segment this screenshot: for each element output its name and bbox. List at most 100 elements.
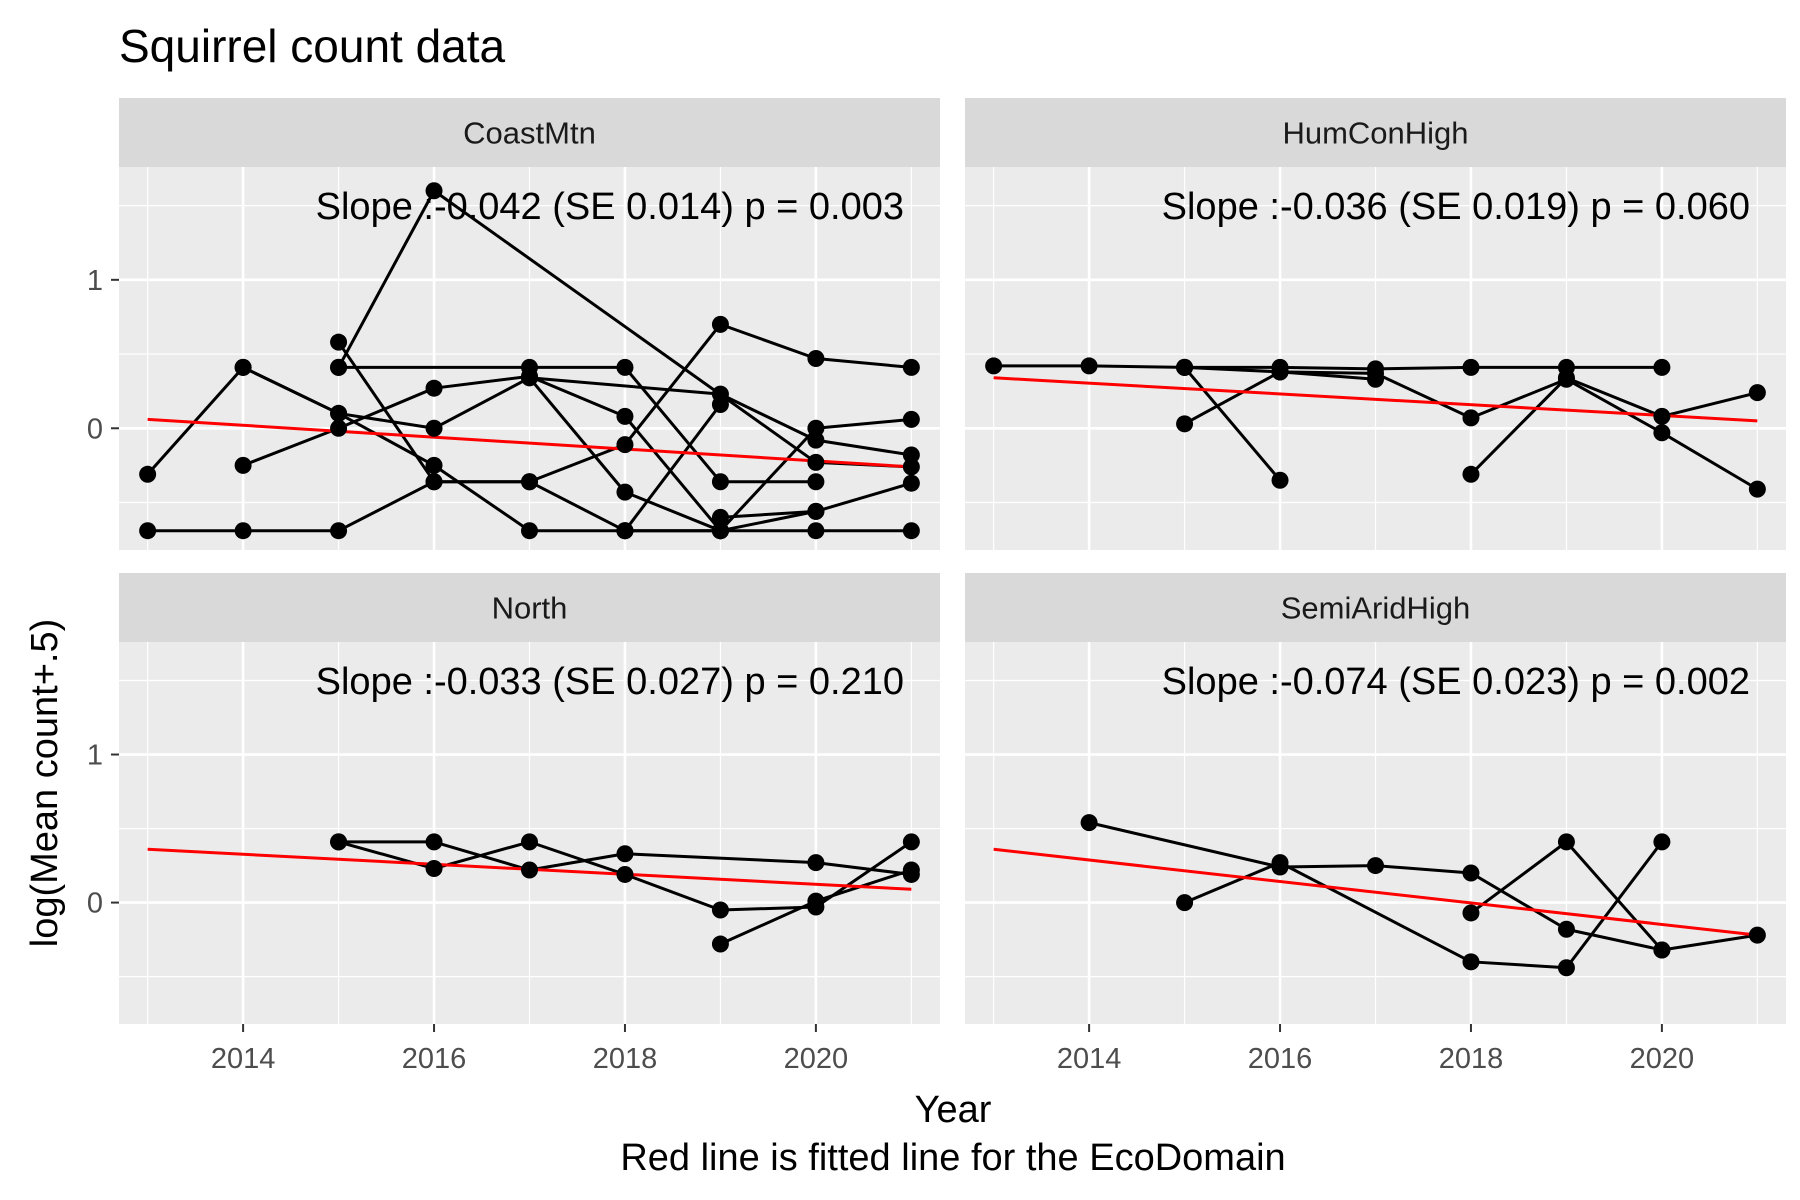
facet-panel-SemiAridHigh: SemiAridHigh Slope :-0.074 (SE 0.023) p =… — [965, 573, 1786, 1075]
data-point — [902, 522, 920, 540]
slope-annotation: Slope :-0.042 (SE 0.014) p = 0.003 — [316, 186, 904, 228]
strip-label: North — [492, 591, 568, 626]
data-point — [616, 358, 634, 376]
facet-panel-CoastMtn: CoastMtn Slope :-0.042 (SE 0.014) p = 0.0… — [87, 98, 940, 550]
series-line — [623, 403, 722, 532]
x-tick-label: 2016 — [402, 1043, 467, 1075]
data-point — [711, 396, 729, 414]
slope-annotation: Slope :-0.033 (SE 0.027) p = 0.210 — [316, 661, 904, 703]
fitted-line — [993, 847, 1758, 937]
series-line — [1279, 370, 1376, 381]
series-line — [529, 376, 912, 457]
data-point — [807, 473, 825, 491]
data-point — [616, 865, 634, 883]
series-line — [1469, 376, 1758, 476]
x-tick-label: 2016 — [1248, 1043, 1313, 1075]
data-point — [330, 419, 348, 437]
data-point — [1367, 370, 1384, 388]
data-point — [330, 833, 348, 851]
strip-background — [965, 98, 1786, 167]
slope-annotation: Slope :-0.074 (SE 0.023) p = 0.002 — [1162, 661, 1750, 703]
data-point — [1557, 920, 1575, 938]
fitted-line — [147, 417, 912, 469]
data-point — [1653, 407, 1671, 425]
data-point — [1176, 415, 1194, 433]
data-point — [807, 522, 825, 540]
data-point — [1557, 833, 1575, 851]
data-point — [234, 358, 252, 376]
strip-label: SemiAridHigh — [1281, 591, 1471, 626]
data-point — [1271, 363, 1289, 381]
data-point — [1653, 833, 1671, 851]
x-tick-label: 2018 — [1439, 1043, 1504, 1075]
data-point — [425, 473, 443, 491]
series-line — [720, 509, 816, 519]
data-point — [902, 474, 920, 492]
series-line — [993, 364, 1662, 371]
data-point — [1462, 953, 1480, 971]
data-point — [616, 483, 634, 501]
y-tick-label: 1 — [87, 740, 103, 772]
x-tick-label: 2020 — [784, 1043, 849, 1075]
facet-panel-North: North Slope :-0.033 (SE 0.027) p = 0.210 0… — [87, 573, 940, 1075]
series-line — [338, 840, 912, 876]
x-tick-label: 2014 — [1057, 1043, 1122, 1075]
data-point — [1557, 369, 1575, 387]
data-point — [1176, 894, 1194, 912]
data-point — [425, 456, 443, 474]
data-point — [902, 358, 920, 376]
data-point — [902, 410, 920, 428]
data-point — [425, 379, 443, 397]
data-point — [1653, 358, 1671, 376]
data-point — [425, 833, 443, 851]
data-point — [902, 861, 920, 879]
data-point — [616, 522, 634, 540]
strip-background — [965, 573, 1786, 642]
data-point — [1462, 409, 1480, 427]
data-point — [807, 431, 825, 449]
data-point — [330, 333, 348, 351]
slope-annotation: Slope :-0.036 (SE 0.019) p = 0.060 — [1162, 186, 1750, 228]
data-point — [234, 522, 252, 540]
data-point — [425, 860, 443, 878]
data-point — [521, 522, 538, 540]
data-point — [807, 502, 825, 520]
data-point — [1748, 480, 1766, 498]
data-point — [807, 892, 825, 910]
data-point — [330, 358, 348, 376]
data-point — [139, 465, 157, 483]
data-point — [616, 436, 634, 454]
data-point — [616, 407, 634, 425]
data-point — [1557, 959, 1575, 977]
facet-panel-HumConHigh: HumConHigh Slope :-0.036 (SE 0.019) p = 0… — [965, 98, 1786, 550]
data-point — [902, 446, 920, 464]
data-point — [1748, 384, 1766, 402]
data-point — [139, 522, 157, 540]
data-point — [1748, 926, 1766, 944]
data-point — [521, 473, 538, 491]
data-point — [330, 404, 348, 422]
chart-title: Squirrel count data — [119, 20, 506, 72]
data-point — [711, 473, 729, 491]
y-axis-title: log(Mean count+.5) — [24, 619, 66, 947]
data-point — [711, 522, 729, 540]
data-point — [1080, 814, 1098, 832]
data-point — [1176, 358, 1194, 376]
data-point — [1462, 358, 1480, 376]
data-point — [711, 935, 729, 953]
fitted-line — [993, 376, 1758, 423]
y-tick-label: 0 — [87, 413, 103, 445]
series-line — [242, 374, 912, 533]
series-line — [1183, 370, 1281, 426]
data-point — [1653, 424, 1671, 442]
data-point — [425, 419, 443, 437]
data-point — [1462, 864, 1480, 882]
series-line — [1183, 366, 1282, 482]
x-tick-label: 2018 — [593, 1043, 658, 1075]
x-tick-label: 2020 — [1630, 1043, 1695, 1075]
chart-caption: Red line is fitted line for the EcoDomai… — [620, 1137, 1285, 1179]
data-point — [807, 350, 825, 367]
y-tick-label: 0 — [87, 888, 103, 920]
facet-panels: CoastMtn Slope :-0.042 (SE 0.014) p = 0.0… — [87, 98, 1786, 1075]
